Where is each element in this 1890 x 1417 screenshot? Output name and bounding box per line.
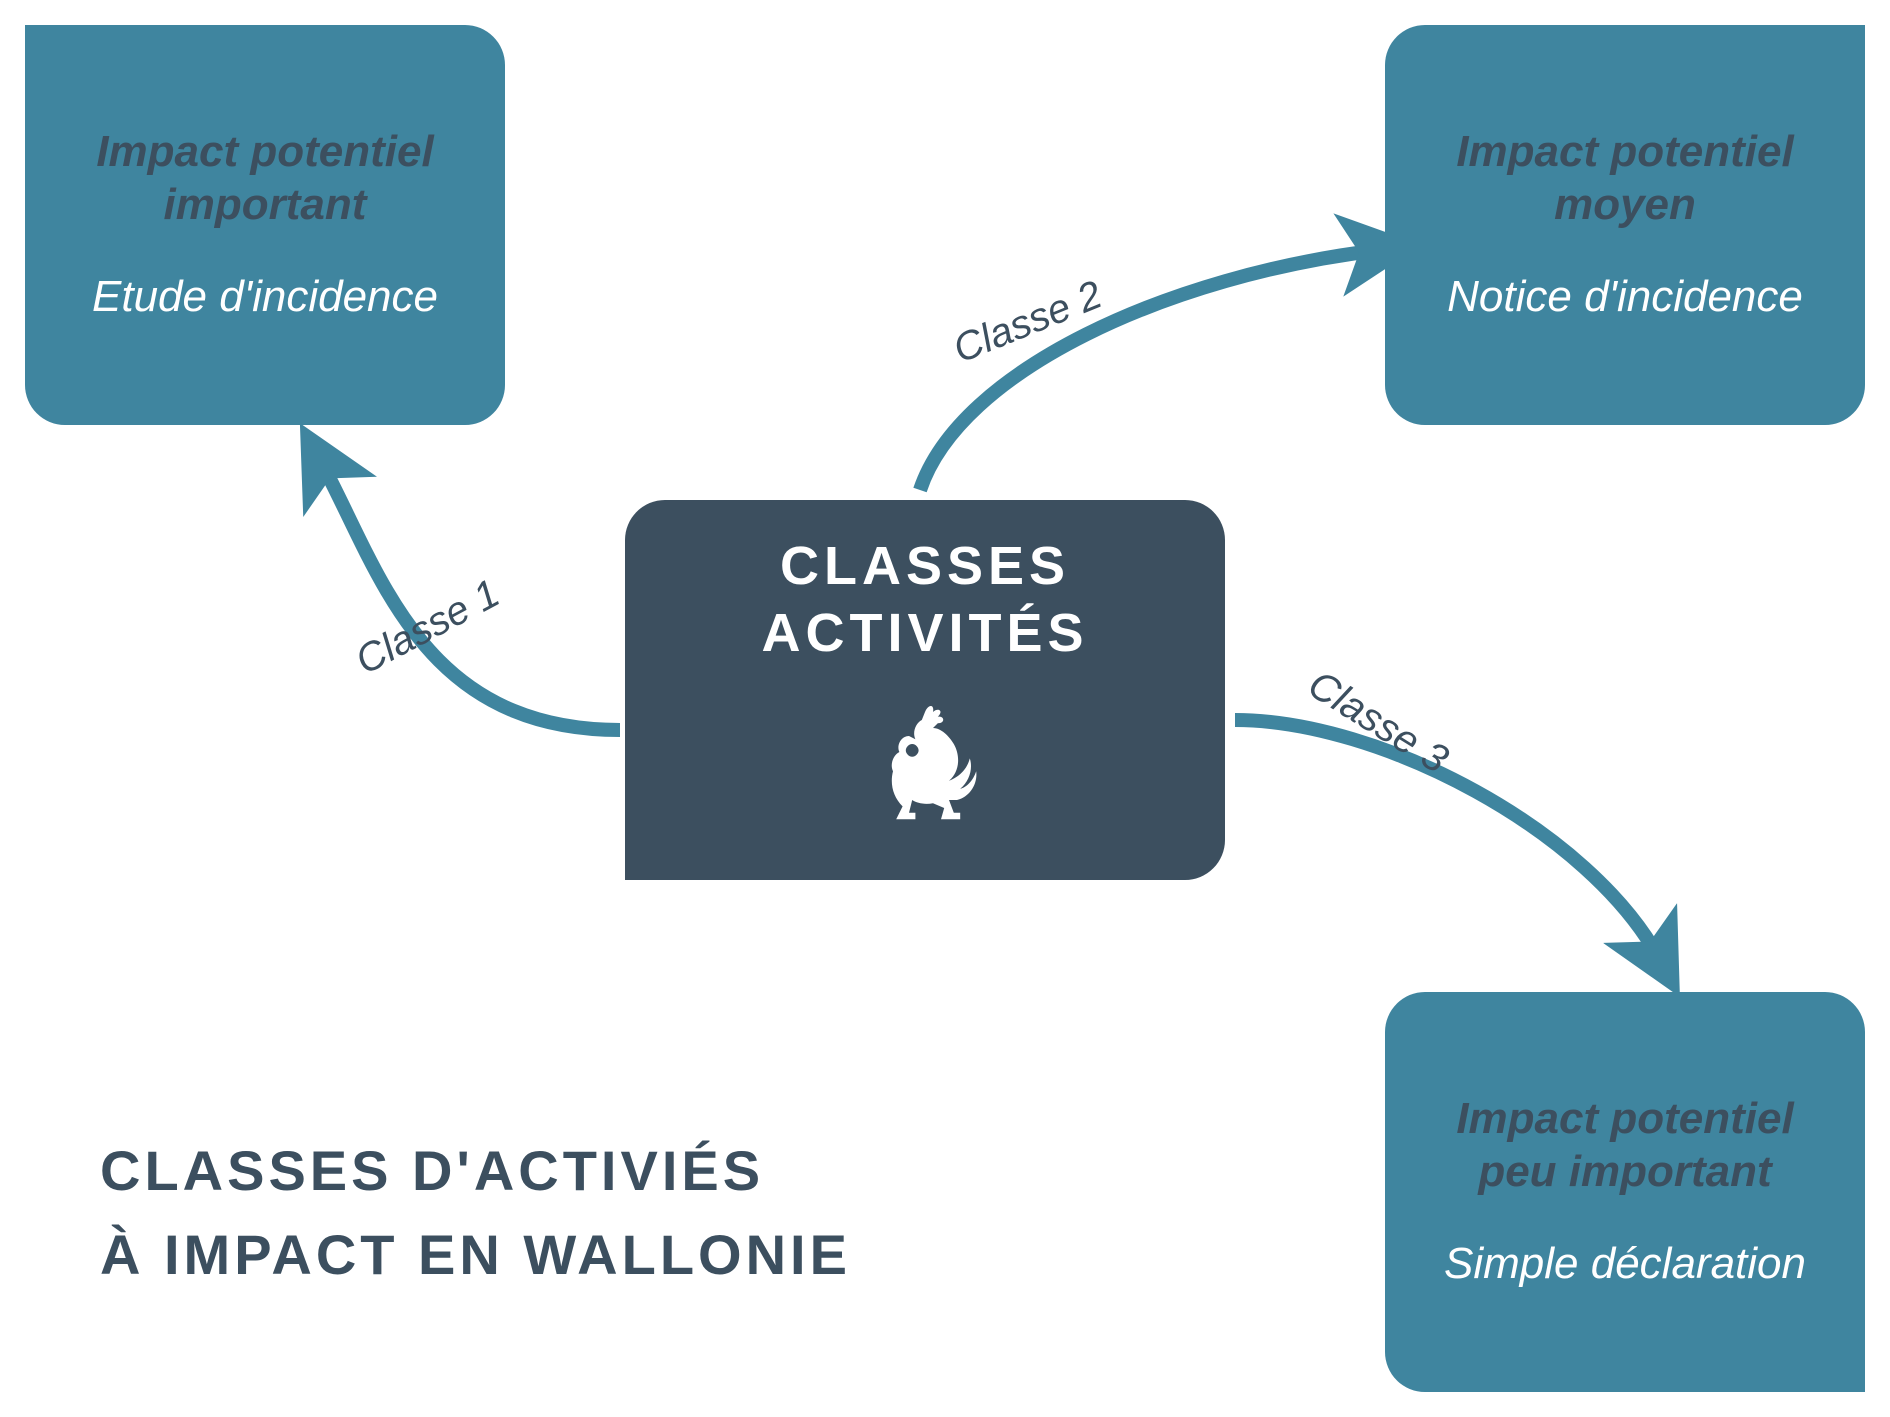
- diagram: Classe 1 Classe 2 Classe 3 Impact potent…: [0, 0, 1890, 1417]
- center-title-1: CLASSES: [761, 533, 1088, 601]
- center-title: CLASSES ACTIVITÉS: [761, 533, 1088, 668]
- main-title: CLASSES D'ACTIVIÉS À IMPACT EN WALLONIE: [100, 1129, 851, 1297]
- center-box: CLASSES ACTIVITÉS: [625, 500, 1225, 880]
- label-classe1: Classe 1: [349, 571, 508, 684]
- impact-classe1: Impact potentiel important: [55, 126, 475, 232]
- doc-classe2: Notice d'incidence: [1447, 271, 1803, 324]
- main-title-2: À IMPACT EN WALLONIE: [100, 1213, 851, 1297]
- center-title-2: ACTIVITÉS: [761, 600, 1088, 668]
- impact-classe2: Impact potentiel moyen: [1415, 126, 1835, 232]
- label-classe3: Classe 3: [1300, 662, 1456, 783]
- label-classe2: Classe 2: [947, 272, 1108, 372]
- doc-classe3: Simple déclaration: [1444, 1238, 1806, 1291]
- box-classe3: Impact potentiel peu important Simple dé…: [1385, 992, 1865, 1392]
- rooster-icon: [845, 688, 1005, 848]
- arrow-classe2: [920, 250, 1380, 490]
- main-title-1: CLASSES D'ACTIVIÉS: [100, 1129, 851, 1213]
- impact-classe3: Impact potentiel peu important: [1415, 1093, 1835, 1199]
- doc-classe1: Etude d'incidence: [92, 271, 438, 324]
- box-classe1: Impact potentiel important Etude d'incid…: [25, 25, 505, 425]
- box-classe2: Impact potentiel moyen Notice d'incidenc…: [1385, 25, 1865, 425]
